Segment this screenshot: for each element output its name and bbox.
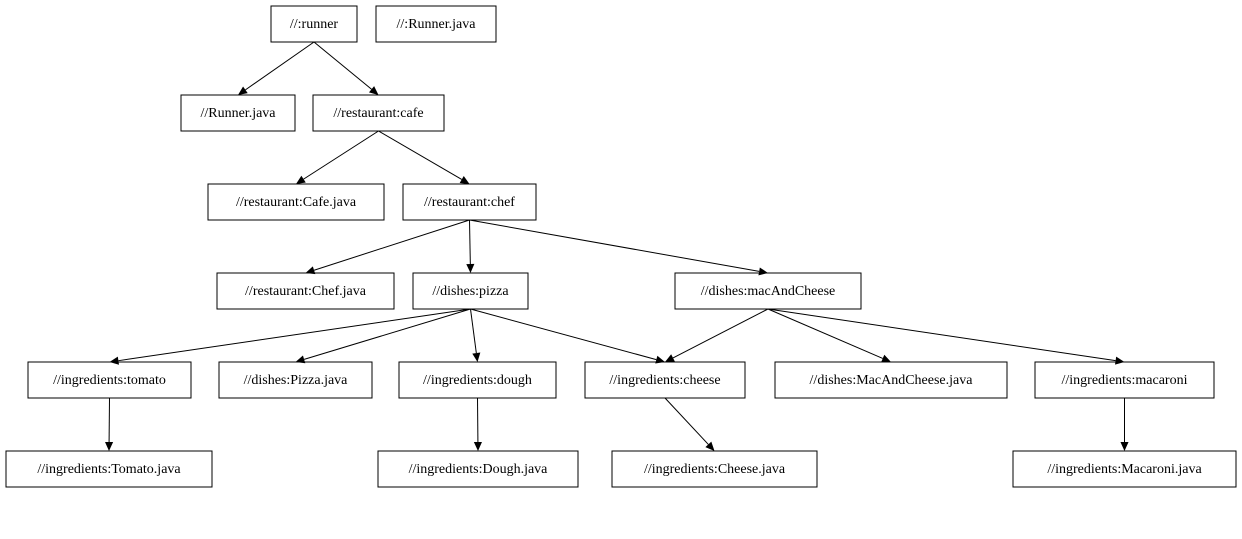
- graph-node: //restaurant:chef: [403, 184, 536, 220]
- edge: [673, 309, 768, 358]
- graph-node: //ingredients:tomato: [28, 362, 191, 398]
- graph-node-label: //restaurant:Chef.java: [245, 284, 367, 299]
- graph-node-label: //dishes:pizza: [432, 284, 509, 299]
- edge: [470, 220, 760, 271]
- edge: [245, 42, 314, 90]
- edge-arrowhead: [460, 176, 470, 184]
- graph-node-label: //restaurant:Cafe.java: [236, 195, 357, 210]
- graph-node-label: //Runner.java: [200, 106, 276, 121]
- graph-node: //ingredients:Cheese.java: [612, 451, 817, 487]
- edge-arrowhead: [466, 264, 474, 273]
- graph-node: //:Runner.java: [376, 6, 496, 42]
- graph-node-label: //:runner: [290, 17, 339, 32]
- edge: [314, 42, 372, 89]
- graph-node: //ingredients:cheese: [585, 362, 745, 398]
- graph-node: //restaurant:Cafe.java: [208, 184, 384, 220]
- dependency-tree-diagram: //:runner //:Runner.java //Runner.java //re…: [0, 0, 1242, 539]
- graph-node: //Runner.java: [181, 95, 295, 131]
- graph-node: //restaurant:Chef.java: [217, 273, 394, 309]
- graph-node: //dishes:macAndCheese: [675, 273, 861, 309]
- edge: [304, 131, 379, 179]
- graph-node: //:runner: [271, 6, 357, 42]
- edge: [379, 131, 462, 179]
- graph-node-label: //:Runner.java: [397, 17, 477, 32]
- edge: [768, 309, 883, 358]
- edge: [471, 309, 657, 360]
- graph-node: //ingredients:dough: [399, 362, 556, 398]
- edge: [304, 309, 470, 359]
- edge-arrowhead: [110, 357, 119, 365]
- graph-node: //ingredients:macaroni: [1035, 362, 1214, 398]
- graph-node-label: //ingredients:Macaroni.java: [1047, 462, 1202, 477]
- graph-node-label: //ingredients:Dough.java: [409, 462, 549, 477]
- graph-node: //ingredients:Tomato.java: [6, 451, 212, 487]
- graph-node-label: //ingredients:Tomato.java: [37, 462, 181, 477]
- edge-arrowhead: [1115, 357, 1124, 365]
- graph-node-label: //restaurant:chef: [424, 195, 515, 210]
- edge-arrowhead: [758, 267, 768, 275]
- edge-arrowhead: [369, 86, 379, 95]
- graph-node-label: //ingredients:macaroni: [1062, 373, 1188, 388]
- edge-arrowhead: [1120, 442, 1128, 451]
- graph-node: //dishes:MacAndCheese.java: [775, 362, 1007, 398]
- graph-node-label: //ingredients:cheese: [609, 373, 720, 388]
- graph-node: //ingredients:Macaroni.java: [1013, 451, 1236, 487]
- edge-arrowhead: [238, 87, 248, 95]
- graph-node-label: //ingredients:dough: [423, 373, 532, 388]
- graph-node-label: //dishes:MacAndCheese.java: [810, 373, 974, 388]
- edge: [118, 309, 470, 361]
- graph-node-label: //ingredients:Cheese.java: [644, 462, 786, 477]
- edge-arrowhead: [474, 442, 482, 451]
- edge: [665, 398, 708, 444]
- graph-node-label: //ingredients:tomato: [53, 373, 166, 388]
- edge: [314, 220, 469, 270]
- graph-node-label: //dishes:Pizza.java: [244, 373, 349, 388]
- graph-node-label: //restaurant:cafe: [333, 106, 423, 121]
- edge: [471, 309, 477, 353]
- graph-node: //restaurant:cafe: [313, 95, 444, 131]
- graph-node: //dishes:Pizza.java: [219, 362, 372, 398]
- edge-arrowhead: [472, 353, 480, 362]
- edge-arrowhead: [105, 442, 113, 451]
- edge: [470, 220, 471, 264]
- graph-node: //ingredients:Dough.java: [378, 451, 578, 487]
- edge: [768, 309, 1116, 361]
- graph-node: //dishes:pizza: [413, 273, 528, 309]
- edges-group: [105, 42, 1129, 451]
- edge-arrowhead: [296, 176, 306, 184]
- graph-node-label: //dishes:macAndCheese: [701, 284, 836, 299]
